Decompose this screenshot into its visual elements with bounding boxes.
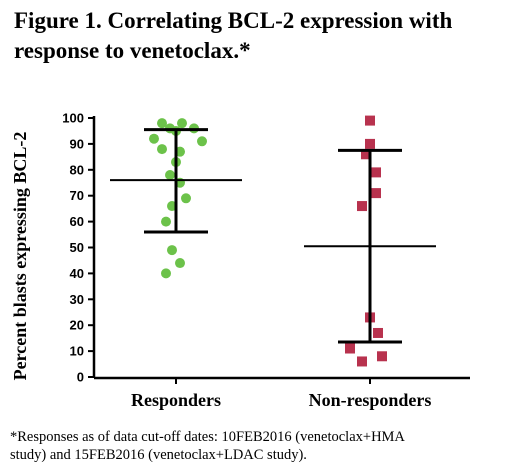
data-point	[165, 169, 175, 180]
y-tick-label: 60	[70, 214, 84, 229]
y-tick-label: 70	[70, 188, 84, 203]
data-point	[373, 327, 383, 338]
data-point	[161, 268, 171, 279]
data-point	[365, 138, 375, 149]
y-tick-label: 20	[70, 318, 84, 333]
data-point	[361, 149, 371, 160]
data-point	[157, 144, 167, 155]
y-ticks: 0 10 20 30 40 50 60 70 80 90 100	[62, 111, 94, 385]
y-tick-label: 30	[70, 292, 84, 307]
footnote-line-2: study) and 15FEB2016 (venetoclax+LDAC st…	[10, 447, 307, 463]
y-tick-label: 100	[62, 111, 84, 126]
data-point	[345, 343, 355, 354]
y-axis-label: Percent blasts expressing BCL-2	[10, 132, 30, 381]
title-line-2: response to venetoclax.*	[14, 38, 251, 63]
y-tick-label: 40	[70, 266, 84, 281]
data-point	[175, 258, 185, 269]
data-point	[149, 133, 159, 144]
y-tick-label: 10	[70, 344, 84, 359]
y-tick-label: 80	[70, 162, 84, 177]
footnote-line-1: *Responses as of data cut-off dates: 10F…	[10, 429, 405, 445]
data-point	[177, 118, 187, 129]
data-point	[365, 115, 375, 126]
data-point	[371, 167, 381, 178]
category-labels: Responders Non-responders	[131, 378, 431, 410]
footnote: *Responses as of data cut-off dates: 10F…	[10, 428, 515, 464]
series-0	[110, 118, 242, 279]
data-point	[161, 216, 171, 227]
chart-title: Figure 1. Correlating BCL-2 expression w…	[14, 6, 510, 66]
data-point	[357, 356, 367, 367]
data-point	[157, 118, 167, 129]
x-category-label: Responders	[131, 390, 221, 410]
y-tick-label: 50	[70, 240, 84, 255]
scatter-chart: Percent blasts expressing BCL-2 0 10 20 30 4…	[10, 111, 470, 410]
series-1	[304, 115, 436, 367]
title-line-1: Figure 1. Correlating BCL-2 expression w…	[14, 8, 453, 33]
data-point	[167, 245, 177, 256]
data-point	[371, 188, 381, 199]
data-point	[357, 201, 367, 212]
data-point	[197, 136, 207, 147]
series-layer	[110, 115, 436, 367]
x-category-label: Non-responders	[309, 390, 432, 410]
data-point	[377, 351, 387, 362]
y-tick-label: 90	[70, 136, 84, 151]
data-point	[181, 193, 191, 204]
y-tick-label: 0	[77, 370, 84, 385]
